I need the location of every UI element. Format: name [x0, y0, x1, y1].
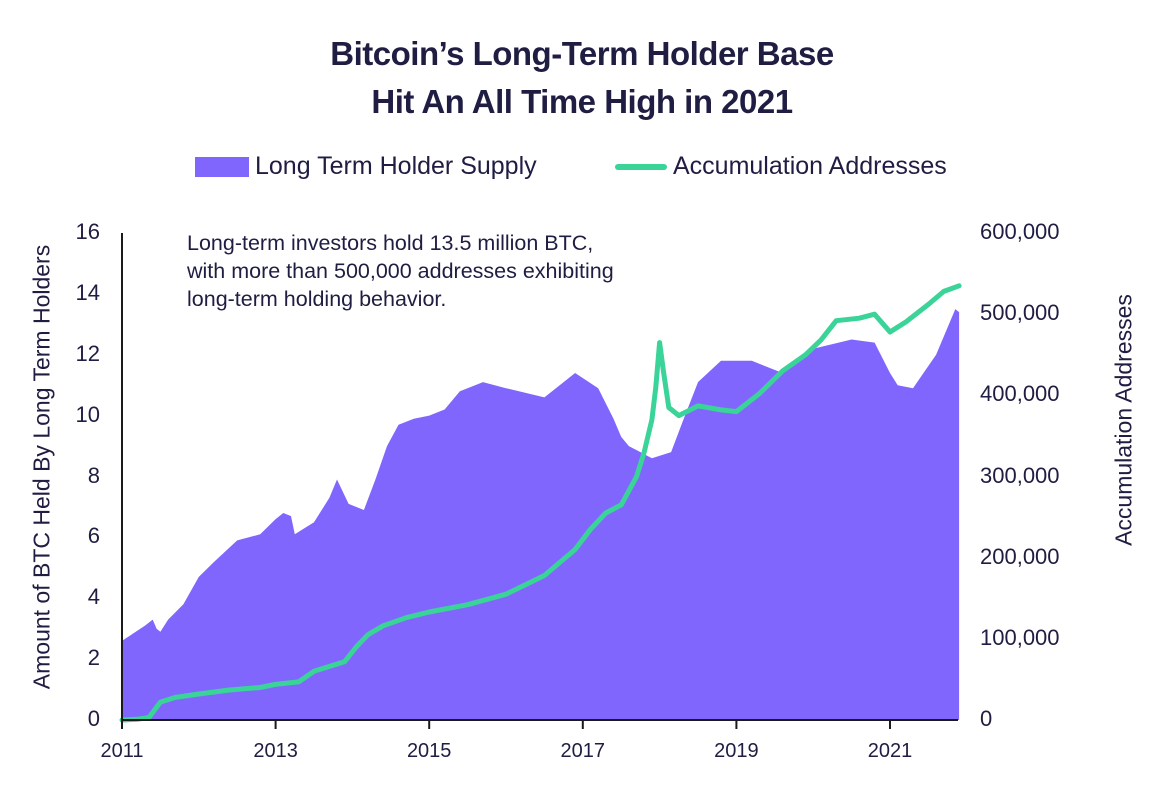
annotation-line-3: long-term holding behavior.	[187, 287, 447, 311]
legend-item-addresses: Accumulation Addresses	[615, 152, 947, 181]
y-left-tick-label: 6	[87, 523, 100, 549]
x-tick-label: 2017	[560, 740, 606, 762]
y-left-tick-label: 0	[87, 706, 100, 731]
y-left-tick-label: 10	[75, 401, 100, 427]
legend-label-addresses: Accumulation Addresses	[673, 152, 947, 180]
annotation-line-2: with more than 500,000 addresses exhibit…	[187, 259, 614, 283]
y-left-tick-label: 4	[87, 584, 100, 610]
legend-swatch-supply	[195, 156, 249, 177]
x-tick-label: 2019	[714, 740, 759, 762]
y-left-tick-label: 14	[75, 279, 100, 305]
legend-label-supply: Long Term Holder Supply	[255, 152, 537, 180]
y-right-tick-label: 400,000	[980, 381, 1060, 407]
y-right-tick-label: 100,000	[980, 624, 1060, 650]
y-right-tick-label: 0	[980, 706, 993, 731]
y-left-tick-label: 16	[75, 219, 100, 244]
x-tick-label: 2021	[867, 740, 913, 762]
legend-swatch-addresses	[615, 163, 667, 170]
annotation: Long-term investors hold 13.5 million BT…	[187, 229, 614, 313]
x-tick-label: 2015	[406, 740, 452, 762]
y-right-tick-label: 600,000	[980, 219, 1060, 244]
legend: Long Term Holder Supply Accumulation Add…	[0, 152, 1164, 186]
chart-title-line-2: Hit An All Time High in 2021	[371, 83, 793, 120]
y-left-tick-label: 12	[75, 340, 100, 366]
y-right-tick-label: 200,000	[980, 543, 1060, 569]
x-tick-label: 2011	[100, 740, 144, 762]
annotation-line-1: Long-term investors hold 13.5 million BT…	[187, 231, 594, 255]
y-right-tick-label: 500,000	[980, 300, 1060, 326]
chart-title-line-1: Bitcoin’s Long-Term Holder Base	[330, 35, 834, 72]
legend-item-supply: Long Term Holder Supply	[195, 152, 537, 181]
series-line-accumulation-addresses	[119, 283, 962, 723]
y-left-tick-label: 2	[87, 645, 100, 671]
y-right-tick-label: 300,000	[980, 462, 1060, 488]
x-tick-label: 2013	[253, 740, 298, 762]
y-left-tick-label: 8	[87, 462, 100, 488]
series-area-long-term-holder-supply	[122, 309, 960, 720]
